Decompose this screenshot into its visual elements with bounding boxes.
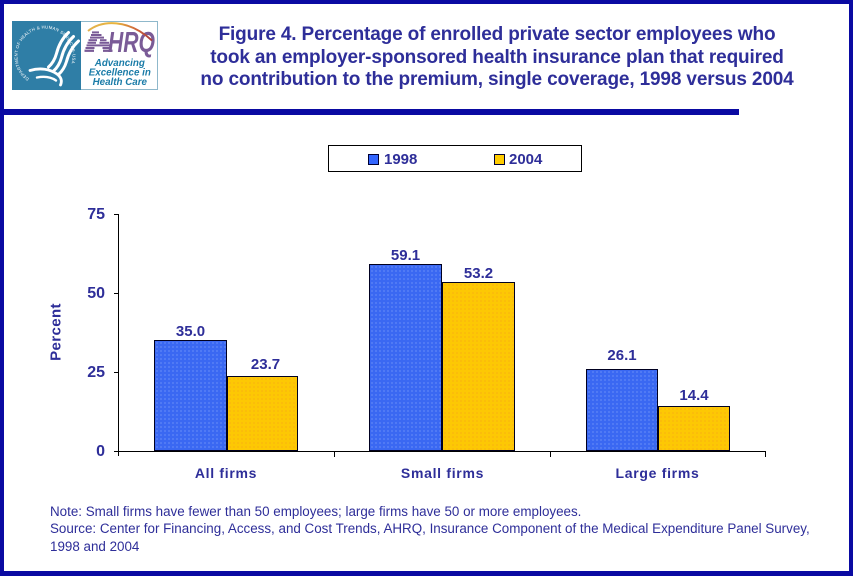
svg-text:Advancing: Advancing [94,58,145,69]
svg-text:Excellence in: Excellence in [89,68,151,79]
svg-text:Health Care: Health Care [93,77,148,88]
svg-text:HRQ: HRQ [108,27,155,59]
